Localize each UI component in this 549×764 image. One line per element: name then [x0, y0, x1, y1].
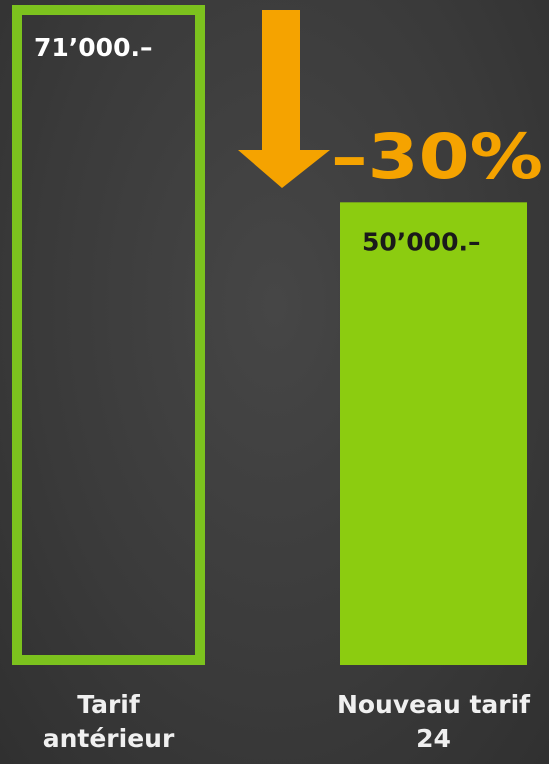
category-label: Nouveau tarif 24 — [336, 690, 531, 753]
arrow — [238, 10, 330, 188]
annotation: –30% — [331, 120, 543, 193]
value-label: 71’000.– — [34, 33, 152, 62]
category-label: Tarif antérieur — [42, 690, 175, 753]
value-label: 50’000.– — [362, 227, 480, 256]
bar — [340, 202, 527, 665]
bar — [12, 5, 205, 665]
